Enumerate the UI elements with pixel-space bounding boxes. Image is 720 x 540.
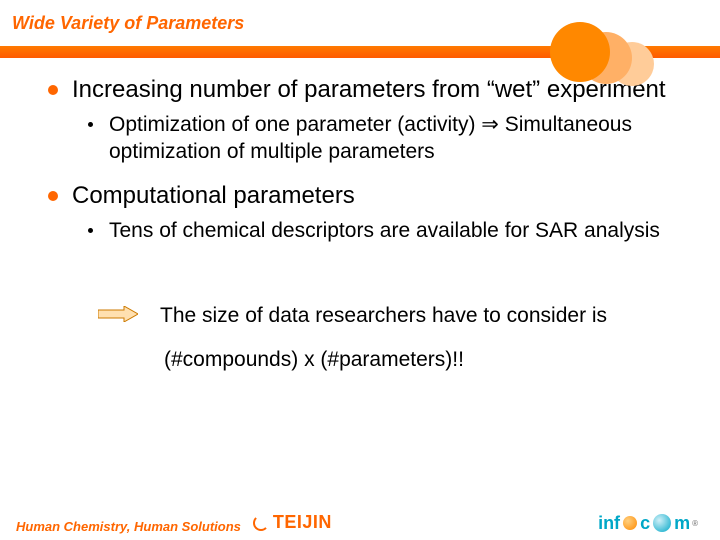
teijin-text: TEIJIN (273, 512, 332, 533)
bullet-1: Increasing number of parameters from “we… (48, 74, 672, 105)
infocom-logo: inf c m ® (598, 513, 698, 534)
infocom-o1-icon (623, 516, 637, 530)
bullet-1-sub-1: Optimization of one parameter (activity)… (88, 111, 672, 166)
content-area: Increasing number of parameters from “we… (0, 46, 720, 372)
title-bar: Wide Variety of Parameters (0, 0, 720, 46)
bullet-2: Computational parameters (48, 180, 672, 211)
sub-bullet-icon (88, 228, 93, 233)
bullet-2-text: Computational parameters (72, 180, 355, 211)
infocom-o2-icon (653, 514, 671, 532)
teijin-swirl-icon (253, 515, 269, 531)
conclusion-text: The size of data researchers have to con… (160, 300, 607, 332)
bullet-2-sub-1-text: Tens of chemical descriptors are availab… (109, 217, 660, 244)
bullet-icon (48, 85, 58, 95)
bullet-1-text: Increasing number of parameters from “we… (72, 74, 666, 105)
sub-bullet-icon (88, 122, 93, 127)
footer-tagline: Human Chemistry, Human Solutions (16, 519, 241, 534)
teijin-logo: TEIJIN (253, 512, 332, 533)
infocom-c: c (640, 513, 650, 534)
bullet-icon (48, 191, 58, 201)
conclusion-block: The size of data researchers have to con… (48, 300, 672, 332)
registered-icon: ® (692, 519, 698, 528)
bullet-2-sub-1: Tens of chemical descriptors are availab… (88, 217, 672, 244)
slide-title: Wide Variety of Parameters (12, 13, 244, 34)
infocom-m: m (674, 513, 690, 534)
footer-left: Human Chemistry, Human Solutions TEIJIN (16, 512, 332, 534)
formula-text: (#compounds) x (#parameters)!! (48, 348, 672, 372)
arrow-icon (98, 306, 138, 327)
header-band (0, 46, 720, 58)
footer: Human Chemistry, Human Solutions TEIJIN … (0, 506, 720, 540)
bullet-1-sub-1-text: Optimization of one parameter (activity)… (109, 111, 672, 166)
infocom-inf: inf (598, 513, 620, 534)
